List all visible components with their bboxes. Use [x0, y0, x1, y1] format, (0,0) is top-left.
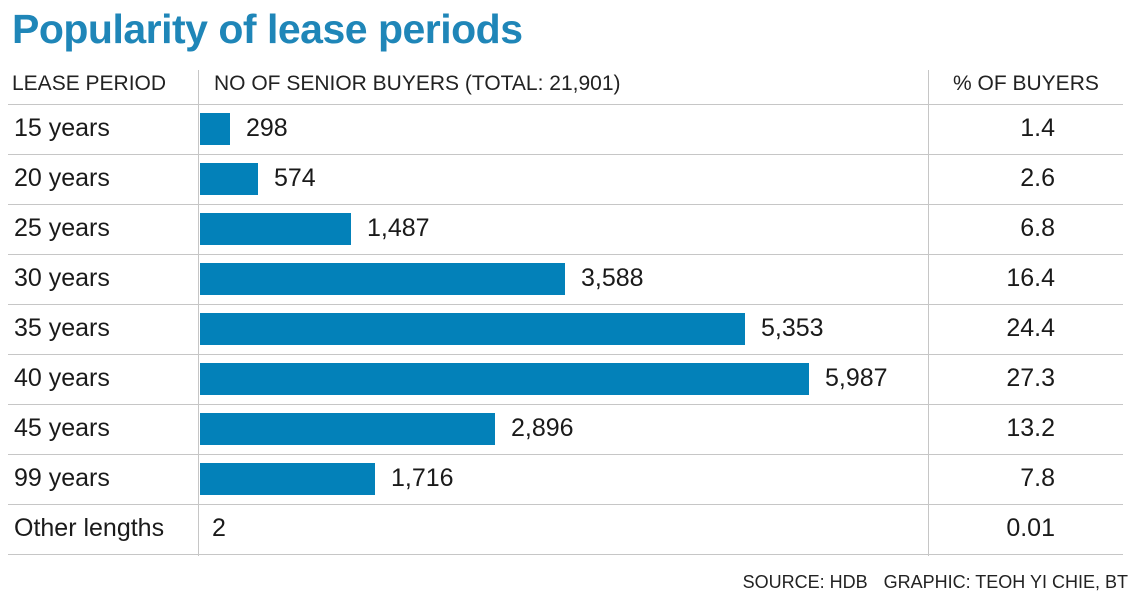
lease-period-label: 99 years	[14, 464, 110, 492]
percent-value: 0.01	[1006, 514, 1055, 542]
bar-value-label: 5,987	[825, 364, 888, 392]
bar-value-label: 2,896	[511, 414, 574, 442]
percent-value: 24.4	[1006, 314, 1055, 342]
column-divider-left	[198, 70, 199, 556]
graphic-credit: GRAPHIC: TEOH YI CHIE, BT	[883, 572, 1128, 592]
bar	[200, 313, 745, 345]
bar	[200, 263, 565, 295]
bar-value-label: 574	[274, 164, 316, 192]
lease-period-label: 40 years	[14, 364, 110, 392]
bar-value-label: 2	[212, 514, 226, 542]
percent-value: 6.8	[1020, 214, 1055, 242]
lease-period-label: 15 years	[14, 114, 110, 142]
source-credit: SOURCE: HDB	[742, 572, 868, 592]
lease-period-label: 35 years	[14, 314, 110, 342]
bar	[200, 163, 258, 195]
row-divider	[8, 354, 1123, 355]
lease-period-label: 30 years	[14, 264, 110, 292]
bar-value-label: 3,588	[581, 264, 644, 292]
chart-footer: SOURCE: HDB GRAPHIC: TEOH YI CHIE, BT	[743, 572, 1128, 593]
header-percent-buyers: % OF BUYERS	[953, 72, 1099, 95]
bar	[200, 463, 375, 495]
header-senior-buyers: NO OF SENIOR BUYERS (TOTAL: 21,901)	[214, 72, 621, 95]
row-divider	[8, 304, 1123, 305]
row-divider	[8, 154, 1123, 155]
percent-value: 27.3	[1006, 364, 1055, 392]
header-lease-period: LEASE PERIOD	[12, 72, 167, 95]
bar	[200, 413, 495, 445]
lease-period-label: 25 years	[14, 214, 110, 242]
row-divider	[8, 254, 1123, 255]
column-divider-right	[928, 70, 929, 556]
row-divider	[8, 404, 1123, 405]
percent-value: 1.4	[1020, 114, 1055, 142]
bar-value-label: 1,487	[367, 214, 430, 242]
bar	[200, 213, 351, 245]
bar	[200, 363, 809, 395]
percent-value: 2.6	[1020, 164, 1055, 192]
chart-title: Popularity of lease periods	[12, 6, 523, 52]
percent-value: 13.2	[1006, 414, 1055, 442]
lease-period-label: Other lengths	[14, 514, 165, 542]
percent-value: 7.8	[1020, 464, 1055, 492]
percent-value: 16.4	[1006, 264, 1055, 292]
bar-value-label: 5,353	[761, 314, 824, 342]
lease-period-label: 20 years	[14, 164, 110, 192]
row-divider	[8, 554, 1123, 555]
row-divider	[8, 454, 1123, 455]
row-divider	[8, 104, 1123, 105]
lease-period-label: 45 years	[14, 414, 110, 442]
bar-value-label: 298	[246, 114, 288, 142]
bar	[200, 113, 230, 145]
row-divider	[8, 504, 1123, 505]
bar-value-label: 1,716	[391, 464, 454, 492]
row-divider	[8, 204, 1123, 205]
